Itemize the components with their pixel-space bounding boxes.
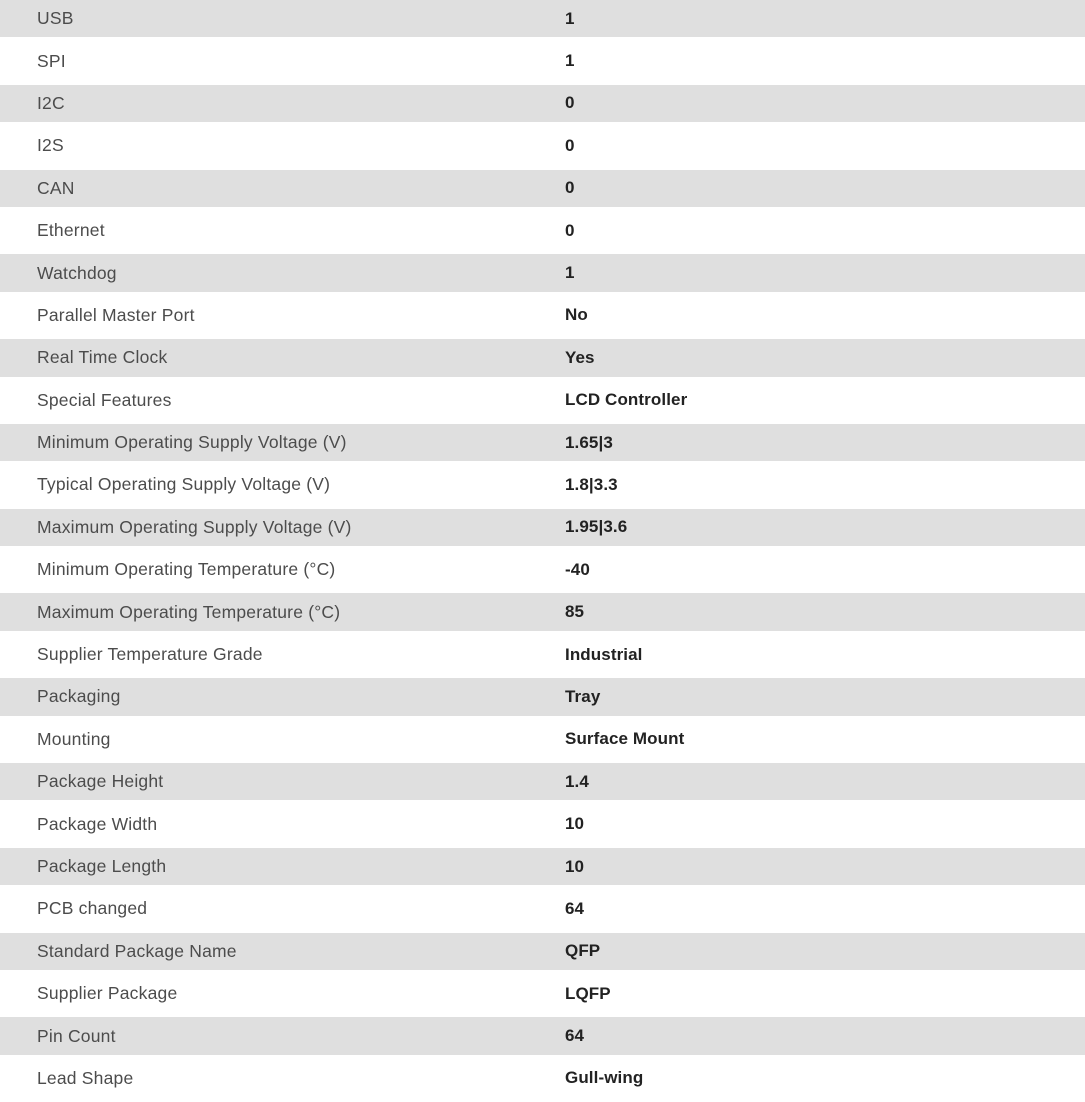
table-row: Supplier Temperature Grade Industrial [0,635,1085,674]
spec-label: Packaging [37,686,121,707]
table-row: Minimum Operating Supply Voltage (V) 1.6… [0,423,1085,462]
spec-label: SPI [37,50,66,71]
table-row: PCB changed 64 [0,890,1085,928]
spec-value: 0 [565,220,575,240]
table-row: Lead Shape Gull-wing [0,1059,1085,1098]
spec-value: No [565,305,588,325]
spec-label: Ethernet [37,220,105,241]
spec-label: Real Time Clock [37,347,168,368]
spec-value: 1.95|3.6 [565,517,628,537]
table-row: CAN 0 [0,169,1085,207]
spec-label: Typical Operating Supply Voltage (V) [37,474,331,495]
spec-label: Package Height [37,771,164,792]
spec-value: 1.8|3.3 [565,474,618,494]
spec-value: Industrial [565,644,643,664]
table-row: Package Height 1.4 [0,763,1085,801]
spec-value: Tray [565,686,601,706]
spec-label: PCB changed [37,898,148,919]
spec-value: 64 [565,898,585,918]
table-row: Typical Operating Supply Voltage (V) 1.8… [0,466,1085,504]
spec-value: 1 [565,51,575,71]
spec-label: Standard Package Name [37,940,237,961]
spec-label: Mounting [37,728,111,749]
table-row: Pin Count 64 [0,1017,1085,1055]
table-row: Standard Package Name QFP [0,932,1085,970]
spec-value: 0 [565,178,575,198]
table-row: Maximum Operating Temperature (°C) 85 [0,593,1085,631]
spec-value: 1 [565,8,575,28]
table-row: Watchdog 1 [0,254,1085,292]
spec-value: 0 [565,135,575,155]
spec-label: Supplier Temperature Grade [37,644,263,665]
spec-label: Minimum Operating Supply Voltage (V) [37,432,347,453]
spec-label: I2C [37,92,65,113]
spec-label: Maximum Operating Supply Voltage (V) [37,516,352,537]
spec-value: QFP [565,941,601,961]
table-row: I2C 0 [0,84,1085,123]
spec-value: LQFP [565,983,611,1003]
table-row: USB 1 [0,0,1085,38]
spec-label: USB [37,8,74,29]
spec-label: Maximum Operating Temperature (°C) [37,601,341,622]
table-row: I2S 0 [0,127,1085,165]
spec-label: Lead Shape [37,1067,134,1088]
table-row: Ethernet 0 [0,211,1085,250]
spec-label: I2S [37,135,64,156]
spec-value: 1.65|3 [565,432,613,452]
spec-label: Supplier Package [37,983,178,1004]
table-row: Special Features LCD Controller [0,381,1085,419]
spec-value: Yes [565,347,595,367]
table-row: Packaging Tray [0,678,1085,716]
table-row: Minimum Operating Temperature (°C) -40 [0,551,1085,589]
spec-value: 64 [565,1026,585,1046]
spec-value: Gull-wing [565,1068,644,1088]
spec-value: 85 [565,602,585,622]
spec-value: 1.4 [565,771,589,791]
table-row: Package Length 10 [0,847,1085,886]
spec-value: 10 [565,814,585,834]
spec-value: 1 [565,263,575,283]
table-row: Real Time Clock Yes [0,339,1085,377]
table-row: Package Width 10 [0,805,1085,843]
spec-label: Special Features [37,389,172,410]
table-row: Parallel Master Port No [0,296,1085,335]
spec-label: CAN [37,177,75,198]
spec-label: Pin Count [37,1025,116,1046]
table-row: Maximum Operating Supply Voltage (V) 1.9… [0,508,1085,547]
spec-value: Surface Mount [565,729,685,749]
table-row: Supplier Package LQFP [0,974,1085,1013]
spec-label: Parallel Master Port [37,304,195,325]
spec-value: 10 [565,856,585,876]
spec-label: Watchdog [37,262,117,283]
table-row: SPI 1 [0,42,1085,80]
spec-value: 0 [565,93,575,113]
spec-value: LCD Controller [565,390,688,410]
spec-label: Minimum Operating Temperature (°C) [37,559,336,580]
spec-label: Package Width [37,813,158,834]
table-row: Mounting Surface Mount [0,720,1085,759]
spec-value: -40 [565,559,590,579]
spec-label: Package Length [37,856,167,876]
